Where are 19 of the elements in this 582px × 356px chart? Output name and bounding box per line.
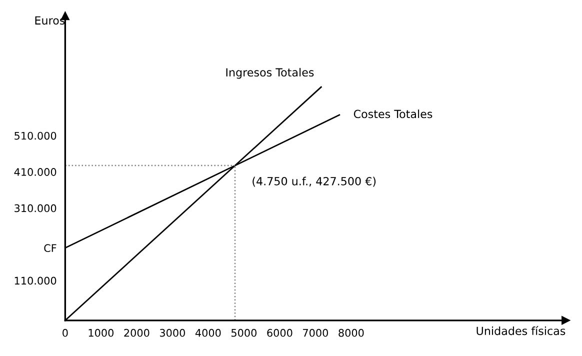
x-tick-label: 2000 [124,328,150,337]
y-tick-label: CF [44,244,56,252]
x-tick-label: 3000 [160,328,185,337]
annotation: (4.750 u.f., 427.500 €) [252,176,376,187]
x-tick-label: 4000 [195,328,221,337]
x-tick-label: 8000 [338,328,364,337]
series-label: Costes Totales [354,110,432,118]
x-axis-title: Unidades físicas [476,326,566,336]
y-tick-label: 110.000 [14,276,56,285]
x-tick-label: 0 [62,328,68,337]
series-label: Ingresos Totales [226,68,314,79]
y-tick-label: 410.000 [14,168,56,176]
x-tick-label: 1000 [88,328,114,337]
x-tick-label: 6000 [267,328,292,337]
x-tick-label: 5000 [231,328,257,337]
y-tick-label: 310.000 [14,204,56,212]
y-tick-label: 510.000 [14,132,56,140]
y-axis-title: Euros [35,16,65,25]
x-tick-label: 7000 [303,328,328,337]
